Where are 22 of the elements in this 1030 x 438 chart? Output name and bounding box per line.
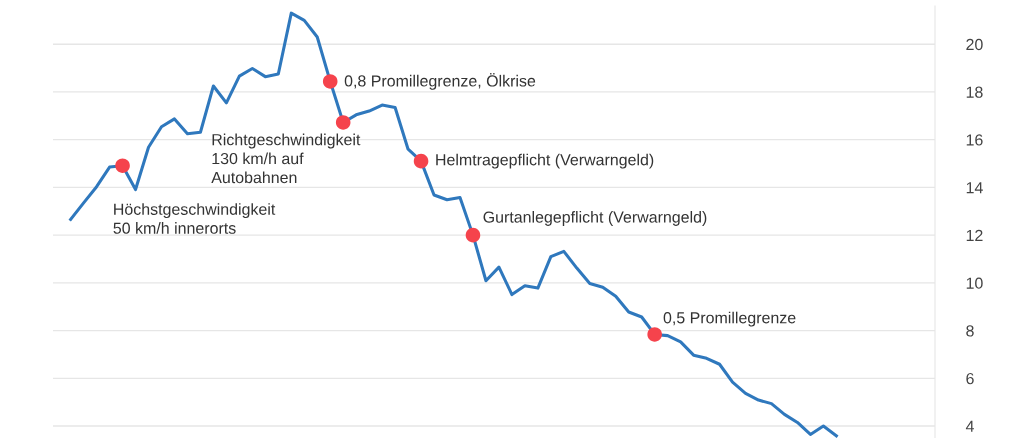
point [115, 158, 130, 173]
y-tick-label: 14 [966, 182, 983, 194]
y-tick-label: 12 [966, 229, 983, 241]
annotation: Gurtanlegepflicht (Verwarngeld) [483, 211, 707, 226]
y-tick-label: 6 [966, 372, 974, 385]
y-tick-label: 16 [966, 134, 983, 146]
y-tick-label: 4 [965, 420, 974, 432]
y-tick-label: 8 [966, 325, 974, 337]
y-tick-label: 20 [966, 38, 983, 51]
y-tick-label: 18 [966, 86, 983, 98]
y-tick-label: 10 [966, 277, 983, 289]
annotation: 0,5 Promillegrenze [663, 311, 796, 327]
point [465, 227, 481, 243]
point [647, 327, 662, 342]
annotation: 0,8 Promillegrenze, Ölkrise [344, 73, 536, 90]
annotation: Helmtragepflicht (Verwarngeld) [436, 153, 654, 169]
point [413, 153, 429, 169]
point [322, 74, 338, 89]
point [335, 115, 351, 130]
annotation: Richtgeschwindigkeit 130 km/h auf Autobahnen [211, 133, 361, 184]
line-series [69, 11, 838, 438]
annotation: Höchstgeschwindigkeit 50 km/h innerorts [113, 203, 276, 234]
